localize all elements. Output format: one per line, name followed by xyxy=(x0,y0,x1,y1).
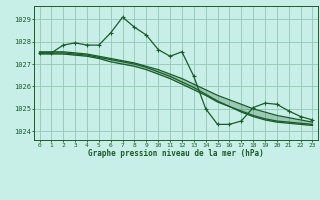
X-axis label: Graphe pression niveau de la mer (hPa): Graphe pression niveau de la mer (hPa) xyxy=(88,149,264,158)
